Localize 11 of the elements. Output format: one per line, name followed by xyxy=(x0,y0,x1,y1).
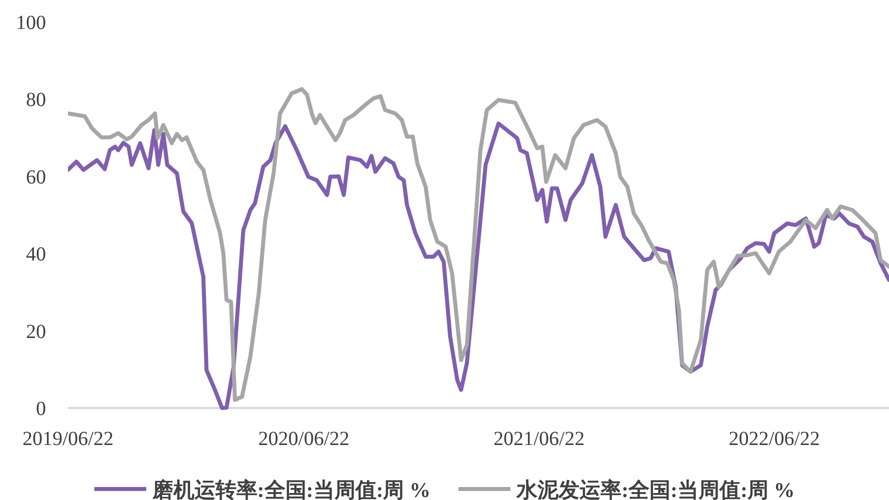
x-tick-label: 2019/06/22 xyxy=(22,428,114,450)
y-tick-label: 0 xyxy=(36,398,46,420)
y-tick-label: 40 xyxy=(26,244,46,266)
y-tick-label: 80 xyxy=(26,89,46,112)
x-tick-label: 2021/06/22 xyxy=(494,428,585,450)
legend-label: 水泥发运率:全国:当周值:周 % xyxy=(516,478,795,500)
y-tick-label: 20 xyxy=(26,320,46,343)
x-tick-label: 2020/06/22 xyxy=(258,428,350,450)
x-tick-label: 2022/06/22 xyxy=(728,428,820,450)
y-tick-label: 60 xyxy=(26,166,46,188)
y-tick-label: 100 xyxy=(16,12,46,34)
